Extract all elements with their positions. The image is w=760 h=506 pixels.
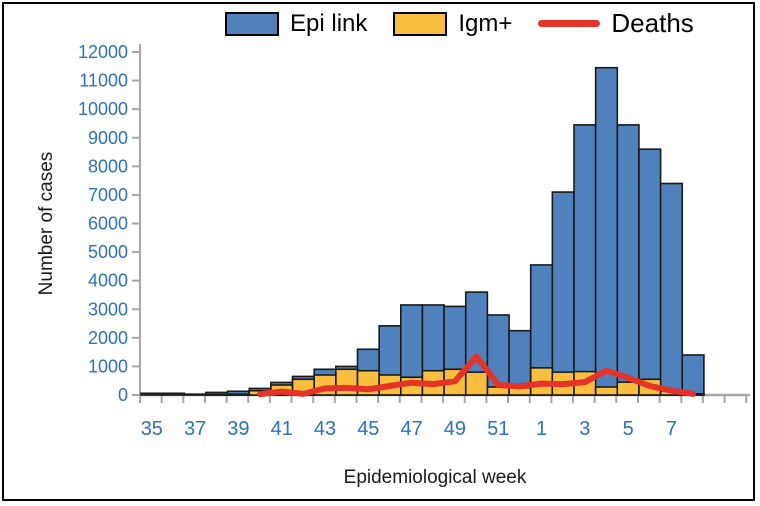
legend-item-epi-link: Epi link <box>225 10 367 38</box>
legend-item-igm: Igm+ <box>393 10 512 38</box>
epi-link-bar <box>183 393 207 396</box>
igm-bar <box>205 393 229 396</box>
igm-swatch-icon <box>393 11 448 36</box>
x-tick-label: 37 <box>184 418 206 440</box>
y-tick-label: 11000 <box>79 71 128 91</box>
x-tick-label: 7 <box>666 418 677 440</box>
x-tick-label: 3 <box>579 418 590 440</box>
epi-link-bar <box>573 124 597 396</box>
chart-legend: Epi link Igm+ Deaths <box>225 8 694 39</box>
y-tick-label: 8000 <box>88 156 128 176</box>
y-tick-label: 7000 <box>88 185 128 205</box>
y-axis-title: Number of cases <box>36 152 57 296</box>
y-tick-label: 6000 <box>88 214 128 234</box>
x-tick-label: 51 <box>487 418 509 440</box>
x-tick-label: 5 <box>623 418 634 440</box>
y-tick-label: 12000 <box>78 42 128 62</box>
x-tick-label: 47 <box>401 418 423 440</box>
y-tick-label: 10000 <box>78 99 128 119</box>
x-tick-label: 41 <box>271 418 293 440</box>
epi-link-bar <box>659 182 684 396</box>
epi-link-bar <box>594 66 619 396</box>
epi-link-bar <box>616 124 640 396</box>
x-tick-label: 39 <box>227 418 249 440</box>
x-tick-label: 49 <box>444 418 466 440</box>
epi-link-bar <box>551 191 575 396</box>
igm-bar <box>464 371 489 396</box>
y-tick-label: 9000 <box>88 128 128 148</box>
epi-link-bar <box>681 354 705 396</box>
x-tick-label: 35 <box>141 418 163 440</box>
x-axis-title: Epidemiological week <box>344 467 527 488</box>
epi-link-bar <box>140 392 164 396</box>
deaths-line-swatch-icon <box>538 20 601 27</box>
epi-link-bar <box>638 148 662 396</box>
igm-bar <box>226 393 251 396</box>
y-tick-label: 5000 <box>88 242 128 262</box>
y-tick-label: 4000 <box>88 271 128 291</box>
legend-label-igm: Igm+ <box>458 9 513 37</box>
igm-bar <box>616 381 640 396</box>
x-tick-label: 45 <box>357 418 379 440</box>
epi-link-swatch-icon <box>225 11 279 36</box>
legend-label-deaths: Deaths <box>611 8 694 38</box>
deaths-line <box>257 353 697 398</box>
y-tick-label: 2000 <box>88 328 128 348</box>
epi-link-bar <box>161 392 186 396</box>
y-tick-label: 1000 <box>88 356 128 376</box>
igm-bar <box>594 386 619 396</box>
x-tick-label: 43 <box>314 418 336 440</box>
y-tick-label: 0 <box>118 385 128 405</box>
legend-item-deaths: Deaths <box>538 8 694 39</box>
x-tick-label: 1 <box>536 418 547 440</box>
legend-label-epi-link: Epi link <box>290 9 368 37</box>
y-tick-label: 3000 <box>88 299 128 319</box>
